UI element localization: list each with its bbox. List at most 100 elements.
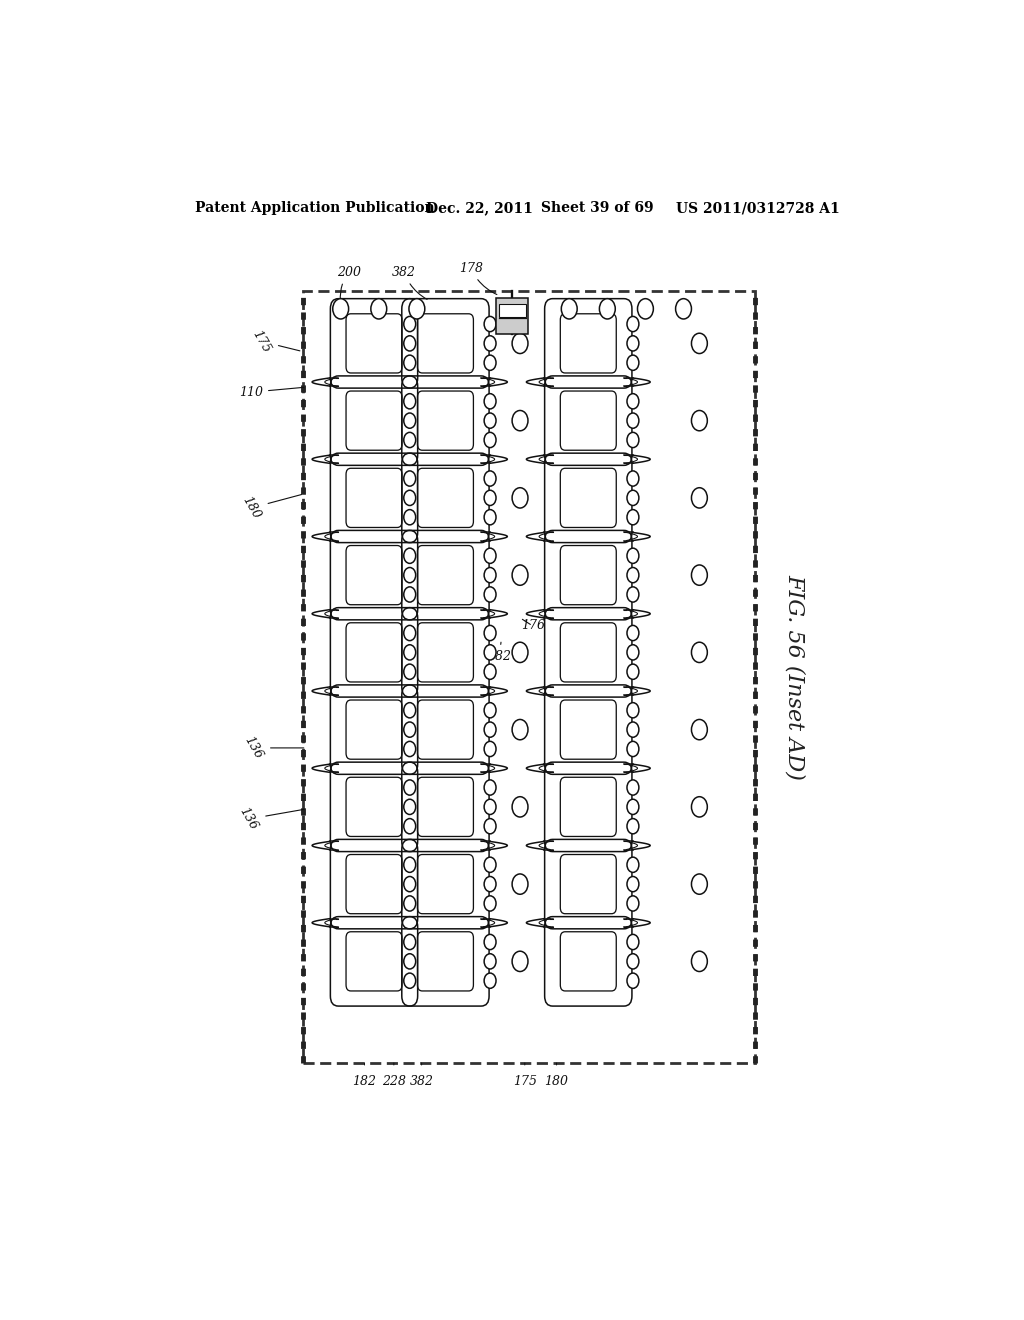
Circle shape (403, 664, 416, 680)
Circle shape (484, 799, 496, 814)
Circle shape (512, 333, 528, 354)
Circle shape (691, 874, 708, 894)
Circle shape (484, 568, 496, 582)
Circle shape (512, 487, 528, 508)
Circle shape (627, 393, 639, 409)
Circle shape (403, 857, 416, 873)
Circle shape (403, 587, 416, 602)
Circle shape (691, 333, 708, 354)
Circle shape (627, 780, 639, 795)
Circle shape (691, 719, 708, 739)
Circle shape (512, 719, 528, 739)
Circle shape (627, 742, 639, 756)
Circle shape (484, 954, 496, 969)
Text: 382: 382 (410, 1076, 433, 1088)
Circle shape (627, 702, 639, 718)
Circle shape (627, 876, 639, 892)
Text: Dec. 22, 2011: Dec. 22, 2011 (426, 201, 532, 215)
Circle shape (484, 317, 496, 331)
Text: 136: 136 (237, 805, 304, 833)
Text: FIG. 56 (Inset AD): FIG. 56 (Inset AD) (783, 574, 806, 780)
Circle shape (403, 433, 416, 447)
Circle shape (691, 797, 708, 817)
Circle shape (403, 722, 416, 738)
Circle shape (561, 298, 578, 319)
Circle shape (627, 335, 639, 351)
Circle shape (691, 952, 708, 972)
Circle shape (512, 797, 528, 817)
Circle shape (403, 413, 416, 428)
Circle shape (627, 722, 639, 738)
Bar (497, 297, 528, 334)
Circle shape (627, 433, 639, 447)
Circle shape (484, 935, 496, 949)
Circle shape (627, 413, 639, 428)
Circle shape (691, 643, 708, 663)
Circle shape (484, 413, 496, 428)
Circle shape (484, 973, 496, 989)
Circle shape (484, 702, 496, 718)
Text: 182: 182 (352, 1076, 377, 1088)
Circle shape (484, 471, 496, 486)
Circle shape (484, 780, 496, 795)
Circle shape (403, 335, 416, 351)
Circle shape (627, 799, 639, 814)
Circle shape (627, 973, 639, 989)
Circle shape (403, 780, 416, 795)
Circle shape (627, 510, 639, 525)
Circle shape (691, 487, 708, 508)
Text: 200: 200 (337, 265, 360, 301)
Circle shape (627, 548, 639, 564)
Text: 180: 180 (240, 495, 301, 521)
Circle shape (484, 644, 496, 660)
Circle shape (484, 664, 496, 680)
Circle shape (691, 565, 708, 585)
Text: US 2011/0312728 A1: US 2011/0312728 A1 (676, 201, 840, 215)
Text: 175: 175 (513, 1076, 537, 1088)
Circle shape (484, 335, 496, 351)
Circle shape (599, 298, 615, 319)
Circle shape (484, 626, 496, 640)
Circle shape (512, 643, 528, 663)
Circle shape (403, 954, 416, 969)
Circle shape (638, 298, 653, 319)
Text: 382: 382 (392, 265, 427, 300)
Circle shape (403, 896, 416, 911)
Circle shape (409, 298, 425, 319)
Circle shape (484, 510, 496, 525)
Text: 136: 136 (242, 734, 304, 762)
Text: 110: 110 (239, 385, 304, 399)
Circle shape (627, 587, 639, 602)
Circle shape (403, 799, 416, 814)
Circle shape (484, 433, 496, 447)
Circle shape (484, 548, 496, 564)
Circle shape (403, 818, 416, 834)
Circle shape (627, 355, 639, 371)
Circle shape (484, 490, 496, 506)
Circle shape (627, 490, 639, 506)
Circle shape (403, 568, 416, 582)
Circle shape (403, 317, 416, 331)
Circle shape (627, 664, 639, 680)
Text: 228: 228 (382, 1076, 406, 1088)
Circle shape (627, 954, 639, 969)
Circle shape (403, 644, 416, 660)
Circle shape (371, 298, 387, 319)
Bar (303, 290, 755, 1063)
Circle shape (403, 973, 416, 989)
Circle shape (403, 510, 416, 525)
Text: 382: 382 (487, 643, 511, 663)
Circle shape (403, 355, 416, 371)
Circle shape (484, 876, 496, 892)
Circle shape (627, 818, 639, 834)
Circle shape (627, 568, 639, 582)
Circle shape (627, 471, 639, 486)
Circle shape (484, 742, 496, 756)
Circle shape (403, 393, 416, 409)
Circle shape (512, 411, 528, 430)
Circle shape (512, 565, 528, 585)
Circle shape (403, 548, 416, 564)
Circle shape (403, 935, 416, 949)
Circle shape (403, 490, 416, 506)
Circle shape (484, 896, 496, 911)
